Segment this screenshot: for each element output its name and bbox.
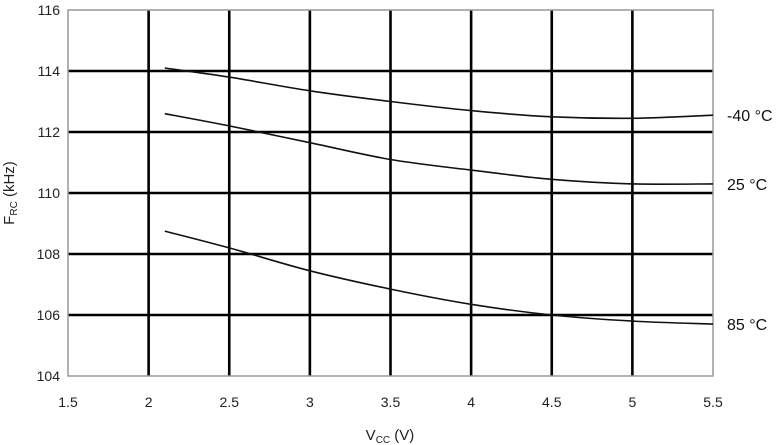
y-tick-label: 110 xyxy=(38,185,61,201)
series-label-25c: 25 °C xyxy=(727,177,767,194)
x-tick-label: 3 xyxy=(306,394,314,410)
y-tick-label: 108 xyxy=(37,246,61,262)
series-label-85c: 85 °C xyxy=(727,317,767,334)
x-tick-label: 5 xyxy=(628,394,636,410)
plot-frame xyxy=(67,9,714,377)
x-tick-label: 1.5 xyxy=(58,394,78,410)
grid xyxy=(68,10,713,376)
y-tick-label: 116 xyxy=(38,2,61,18)
y-tick-label: 114 xyxy=(38,63,61,79)
series-layer xyxy=(164,67,714,325)
series-line-85c xyxy=(164,230,714,325)
series-line-25c xyxy=(164,112,714,186)
x-axis-title: VCC (V) xyxy=(366,427,415,445)
y-tick-label: 112 xyxy=(38,124,61,140)
x-tick-label: 3.5 xyxy=(381,394,401,410)
series-line-minus-40c xyxy=(164,67,714,120)
y-axis-title: FRC (kHz) xyxy=(1,161,20,225)
x-tick-label: 5.5 xyxy=(703,394,723,410)
x-tick-label: 2 xyxy=(145,394,153,410)
y-tick-labels: 104 106 108 110 112 114 116 xyxy=(37,2,61,384)
x-tick-labels: 1.5 2 2.5 3 3.5 4 4.5 5 5.5 xyxy=(58,394,723,410)
x-tick-label: 2.5 xyxy=(220,394,240,410)
x-tick-label: 4.5 xyxy=(542,394,562,410)
series-labels: -40 °C 25 °C 85 °C xyxy=(727,108,773,334)
x-tick-label: 4 xyxy=(467,394,475,410)
series-label-minus-40c: -40 °C xyxy=(727,108,773,125)
y-tick-label: 106 xyxy=(37,307,61,323)
y-tick-label: 104 xyxy=(37,368,61,384)
